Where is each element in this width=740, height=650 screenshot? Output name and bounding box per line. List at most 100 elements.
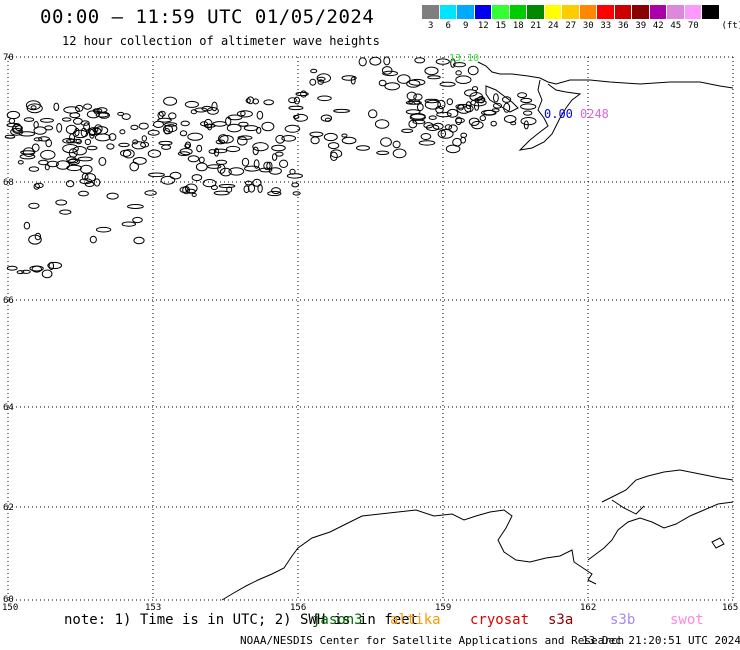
lat-label-62: 62 <box>3 503 14 513</box>
contour-blob <box>187 132 204 141</box>
legend-label-33: 33 <box>600 21 612 31</box>
contour-blob <box>132 157 147 165</box>
legend-label-15: 15 <box>495 21 507 31</box>
contour-blob <box>309 78 317 86</box>
contour-blob <box>424 66 439 76</box>
contour-blob <box>284 124 301 133</box>
contour-blob <box>517 92 528 98</box>
contour-blob <box>89 128 95 139</box>
legend-label-9: 9 <box>463 21 469 31</box>
contour-blob <box>281 135 297 142</box>
credit-text: NOAA/NESDIS Center for Satellite Applica… <box>240 634 625 647</box>
contour-blob <box>191 192 197 197</box>
lon-label-159: 159 <box>435 603 451 613</box>
contour-blob <box>453 62 466 68</box>
contour-blob <box>47 261 63 270</box>
contour-blob <box>460 132 468 139</box>
contour-blob <box>53 102 60 112</box>
contour-blob <box>424 98 439 104</box>
contour-blob <box>86 145 98 151</box>
contour-blob <box>237 136 248 146</box>
contour-blob <box>237 135 253 140</box>
contour-blob <box>138 122 149 130</box>
contour-blob <box>94 133 111 142</box>
contour-blob <box>210 184 218 191</box>
contour-blob <box>436 111 452 118</box>
contour-blob <box>184 100 199 108</box>
contour-blob <box>503 102 511 113</box>
contour-blob <box>300 90 307 98</box>
contour-blob <box>401 128 414 134</box>
contour-blob <box>437 99 446 110</box>
contour-blob <box>177 151 191 157</box>
legend-swatch-12 <box>474 5 492 19</box>
contour-blob <box>6 110 21 120</box>
contour-blob <box>374 119 390 129</box>
legend-swatch-24 <box>544 5 562 19</box>
contour-blob <box>34 182 44 189</box>
contour-blob <box>169 171 182 180</box>
contour-blob <box>241 157 250 167</box>
contour-blob <box>95 112 109 118</box>
lon-label-165: 165 <box>722 603 738 613</box>
contour-blob <box>414 57 426 64</box>
contour-blob <box>33 126 47 135</box>
coastline-north <box>477 61 734 151</box>
contour-blob <box>148 172 165 178</box>
contour-blob <box>392 140 401 149</box>
contour-blob <box>31 143 40 152</box>
legend-swatch-6 <box>439 5 457 19</box>
contour-blob <box>129 161 139 172</box>
contour-blob <box>44 125 54 131</box>
sat-label-cryosat: cryosat <box>470 612 530 628</box>
contour-blob <box>446 108 459 118</box>
contour-blob <box>41 269 53 279</box>
contour-blob <box>408 78 426 86</box>
contour-blob <box>203 123 216 128</box>
contour-blob <box>257 184 263 193</box>
contour-blob <box>23 221 31 230</box>
legend-swatch-30 <box>579 5 597 19</box>
contour-blob <box>228 167 245 176</box>
annotation-blue-value: 0.00 <box>544 107 573 121</box>
contour-blob <box>46 160 59 168</box>
contour-blob <box>211 101 218 112</box>
annotation-pink-value: 0248 <box>580 107 609 121</box>
contour-blob <box>144 190 157 196</box>
contour-blob <box>327 142 340 150</box>
contour-blob <box>55 199 68 206</box>
contour-blob <box>464 89 478 97</box>
contour-blob <box>259 167 273 173</box>
contour-blob <box>225 116 232 126</box>
contour-blob <box>291 182 300 188</box>
contour-blob <box>271 144 286 152</box>
contour-blob <box>309 131 324 138</box>
contour-blob <box>271 187 281 195</box>
contour-blob <box>94 124 103 134</box>
contour-blob <box>158 140 173 146</box>
contour-blob <box>80 120 90 126</box>
contour-blob <box>207 164 222 169</box>
contour-blob <box>424 99 441 110</box>
contour-blob <box>160 175 176 185</box>
contour-blob <box>523 120 529 130</box>
contour-blob <box>191 174 203 182</box>
contour-blob <box>168 112 177 120</box>
legend-label-18: 18 <box>512 21 524 31</box>
annotation-green-value: 13.10 <box>449 53 479 64</box>
contour-blob <box>267 190 282 197</box>
contour-blob <box>243 125 259 132</box>
contour-blob <box>33 183 40 190</box>
lon-label-162: 162 <box>580 603 596 613</box>
legend-swatch-33 <box>597 5 615 19</box>
legend-label-70: 70 <box>687 21 699 31</box>
contour-blob <box>80 164 93 174</box>
contour-blob <box>93 108 100 115</box>
contour-blob <box>21 269 31 274</box>
contour-blob <box>120 149 132 157</box>
legend-label-24: 24 <box>547 21 559 31</box>
chart-subtitle: 12 hour collection of altimeter wave hei… <box>62 34 380 48</box>
contour-blob <box>40 149 56 160</box>
contour-blob <box>510 121 517 126</box>
contour-blob <box>83 103 92 110</box>
